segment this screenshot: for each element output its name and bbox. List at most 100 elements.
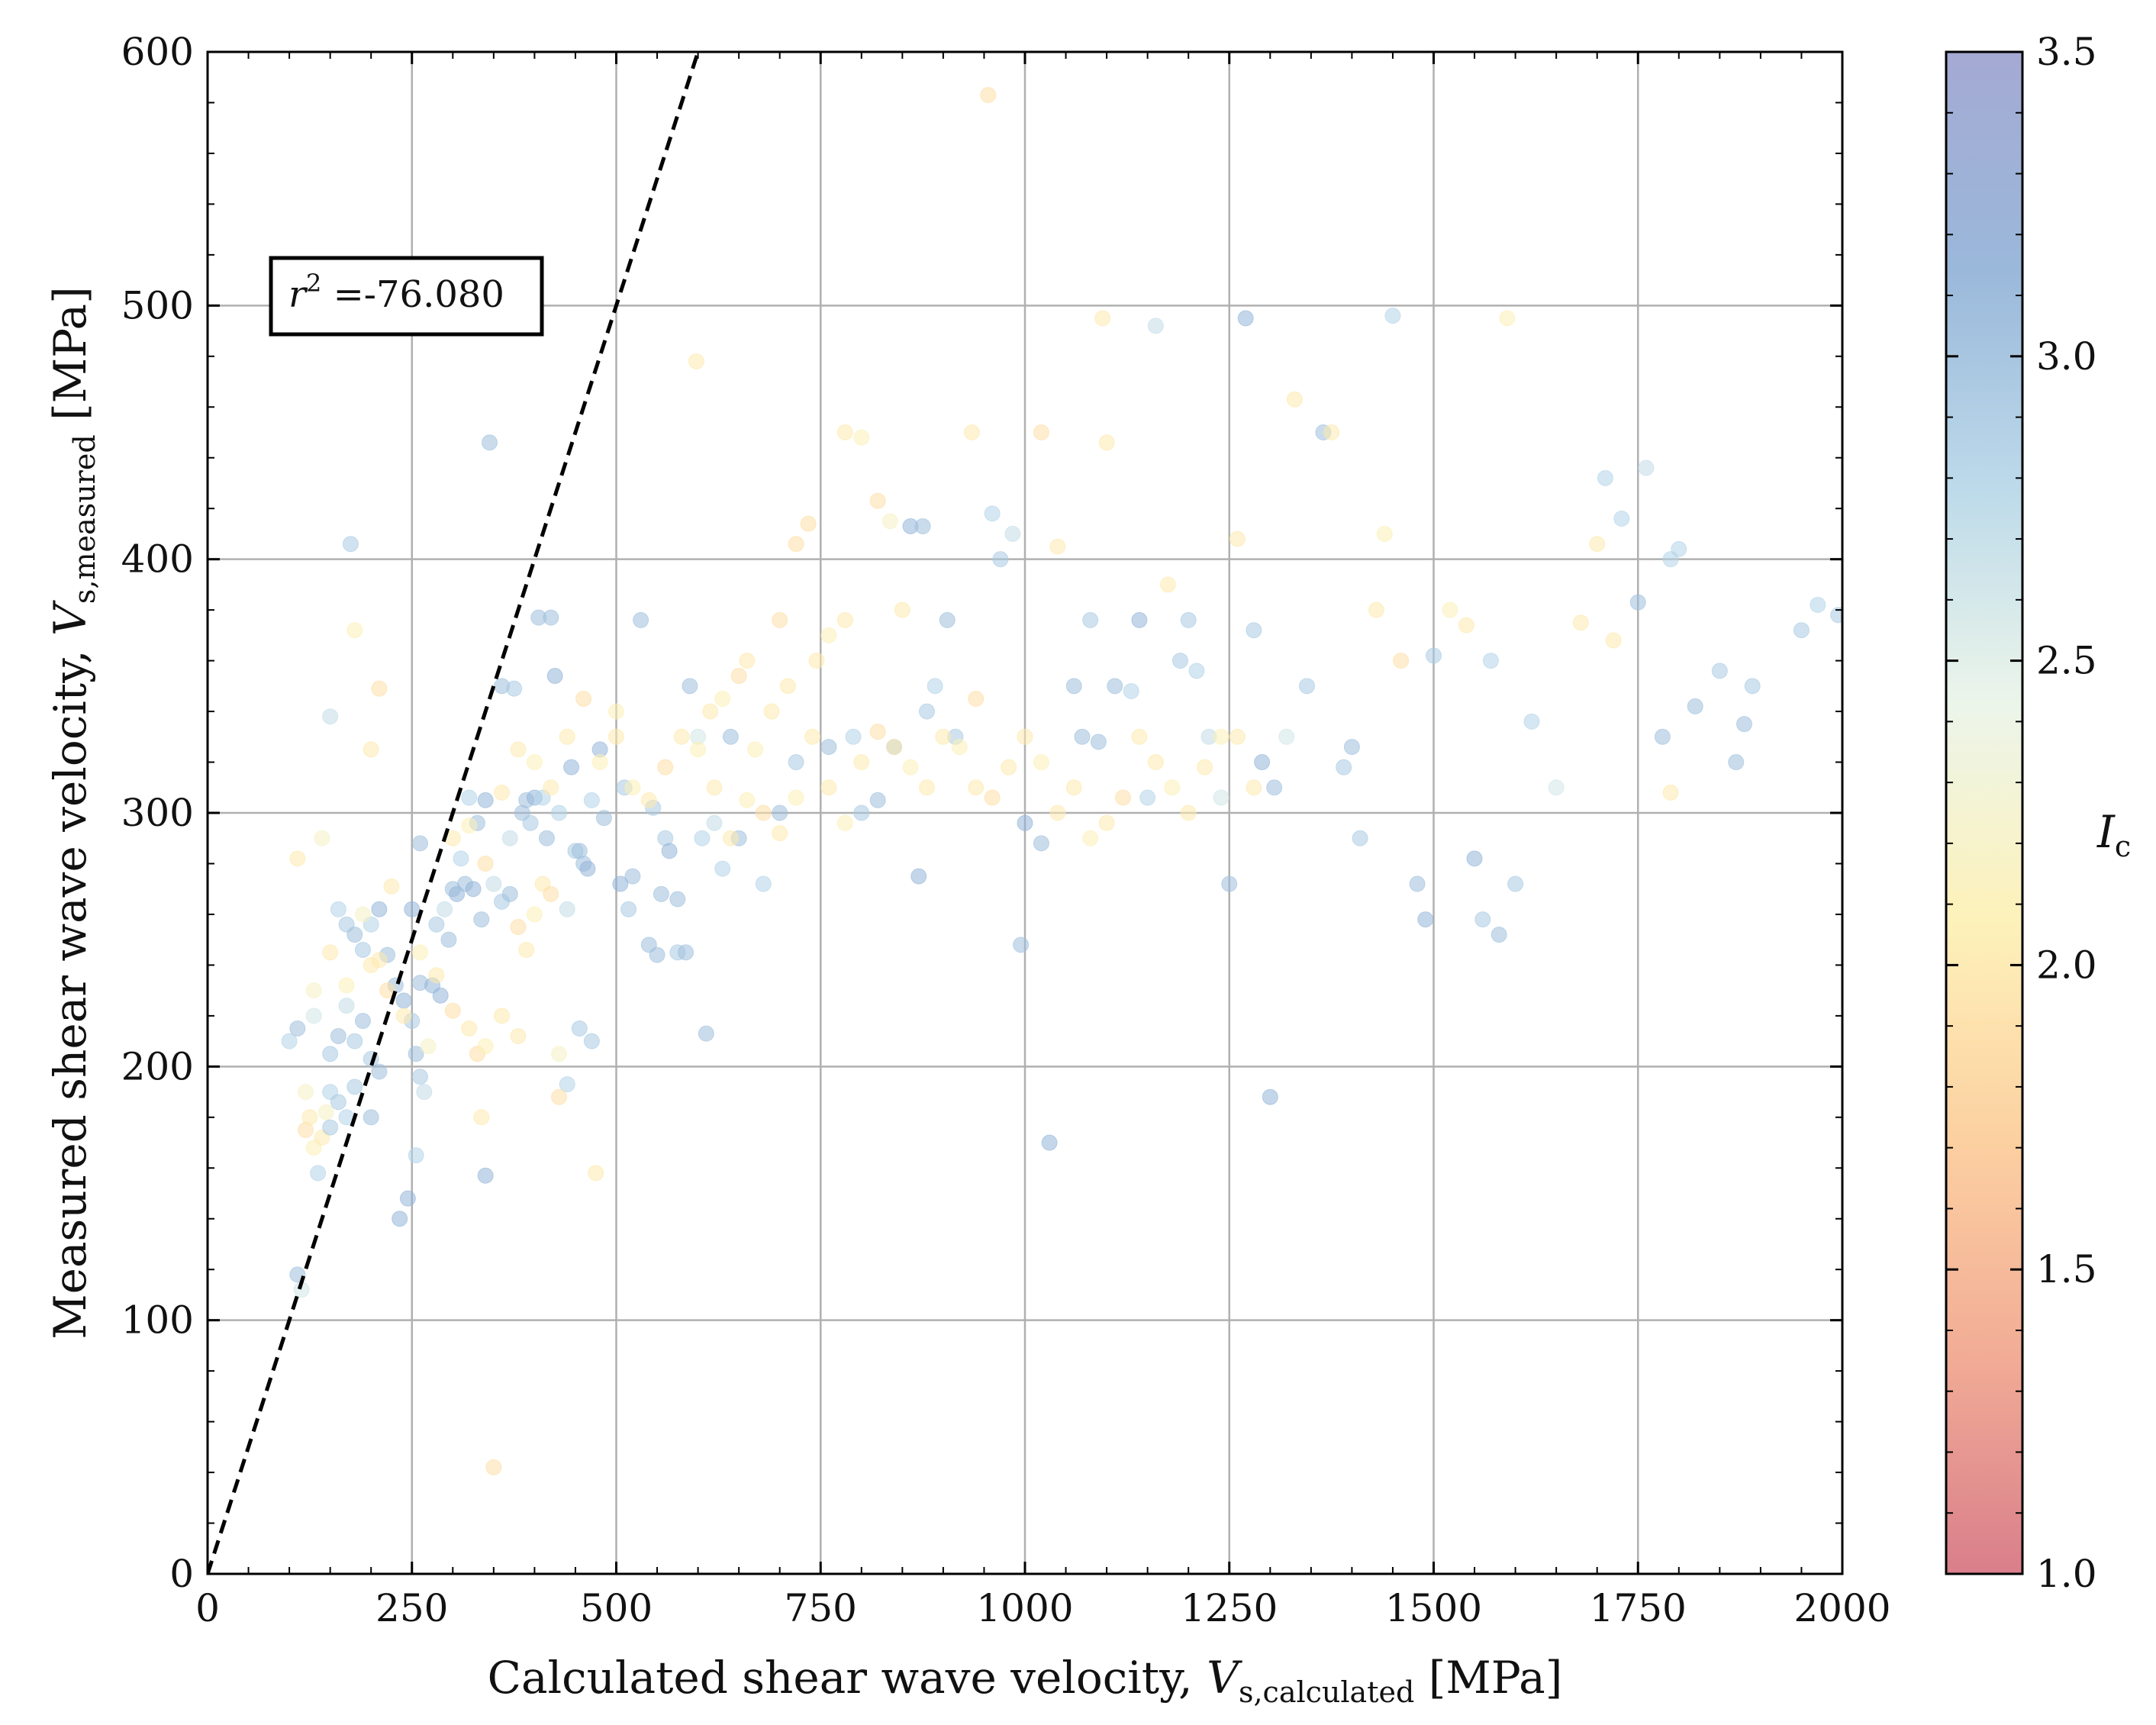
data-point [980,86,997,103]
y-tick-labels: 0 100 200 300 400 500 600 [121,30,194,1596]
data-point [420,1038,437,1055]
colorbar-frame [1945,50,2024,1575]
data-point [772,825,788,842]
data-point [706,814,723,831]
data-point [551,1088,568,1105]
data-point [1728,754,1745,771]
data-points [281,86,1842,1475]
data-point [395,992,412,1009]
data-point [633,611,649,628]
x-tick-label: 1750 [1590,1586,1687,1630]
data-point [1466,850,1483,867]
data-point [411,835,428,852]
data-point [963,424,980,440]
data-point [346,1033,363,1050]
data-point [1572,614,1589,631]
data-point [1049,538,1066,555]
data-point [1613,510,1630,527]
data-point [571,843,588,859]
data-point [518,941,535,958]
data-point [588,1165,604,1182]
data-point [1033,835,1049,852]
data-point [538,830,555,846]
data-point [992,551,1009,568]
data-point [968,779,985,796]
data-point [869,792,886,808]
data-point [551,804,568,821]
data-point [330,901,346,917]
data-point [428,967,445,984]
data-point [428,916,445,933]
data-point [1147,754,1164,771]
data-point [1417,911,1434,928]
data-point [927,678,943,695]
data-point [1065,678,1082,695]
data-point [1004,525,1021,542]
data-point [951,739,968,756]
data-point [1094,310,1111,327]
colorbar-tick-label: 3.5 [2036,30,2097,74]
data-point [1229,530,1246,547]
data-point [1474,911,1491,928]
data-point [363,741,379,758]
data-point [526,754,543,771]
data-point [702,703,719,720]
data-point [371,901,388,917]
data-point [465,881,482,898]
data-point [1286,391,1303,408]
data-point [1482,653,1499,669]
data-point [1246,622,1262,639]
y-tick-label: 0 [169,1552,194,1596]
data-point [1343,739,1360,756]
data-point [886,739,903,756]
colorbar-tick-label: 1.5 [2036,1247,2097,1291]
data-point [1654,728,1671,745]
data-point [1793,622,1810,639]
data-point [510,919,527,936]
data-point [461,1020,478,1037]
data-point [1229,728,1246,745]
data-point [608,703,624,720]
data-point [310,1165,327,1182]
x-tick-label: 750 [785,1586,857,1630]
data-point [1671,540,1687,557]
data-point [408,1147,424,1164]
data-point [836,424,853,440]
y-tick-label: 600 [121,30,194,74]
data-point [305,1008,322,1024]
data-point [608,728,624,745]
data-point [1013,937,1030,953]
data-point [1735,716,1752,733]
data-point [1368,601,1385,618]
data-point [620,901,637,917]
data-point [399,1190,416,1207]
data-point [473,1109,490,1126]
data-point [772,804,788,821]
data-point [453,850,469,867]
data-point [1605,632,1622,649]
data-point [591,754,608,771]
data-point [346,1079,363,1095]
data-point [416,1084,433,1101]
data-point [354,1013,371,1030]
data-point [314,830,330,846]
data-point [1098,814,1115,831]
x-tick-label: 1250 [1181,1586,1278,1630]
data-point [1687,698,1703,714]
data-point [1123,682,1139,699]
data-point [910,868,927,885]
data-point [690,741,707,758]
data-point [289,1020,306,1037]
data-point [804,728,821,745]
data-point [1266,779,1283,796]
one-to-one-line [208,52,700,1574]
annotation-box [269,256,544,337]
data-point [289,850,306,867]
data-point [918,779,935,796]
data-point [432,987,449,1004]
x-tick-label: 0 [195,1586,220,1630]
x-tick-label: 1500 [1385,1586,1482,1630]
data-point [1082,611,1099,628]
data-point [939,611,956,628]
data-point [649,946,665,963]
